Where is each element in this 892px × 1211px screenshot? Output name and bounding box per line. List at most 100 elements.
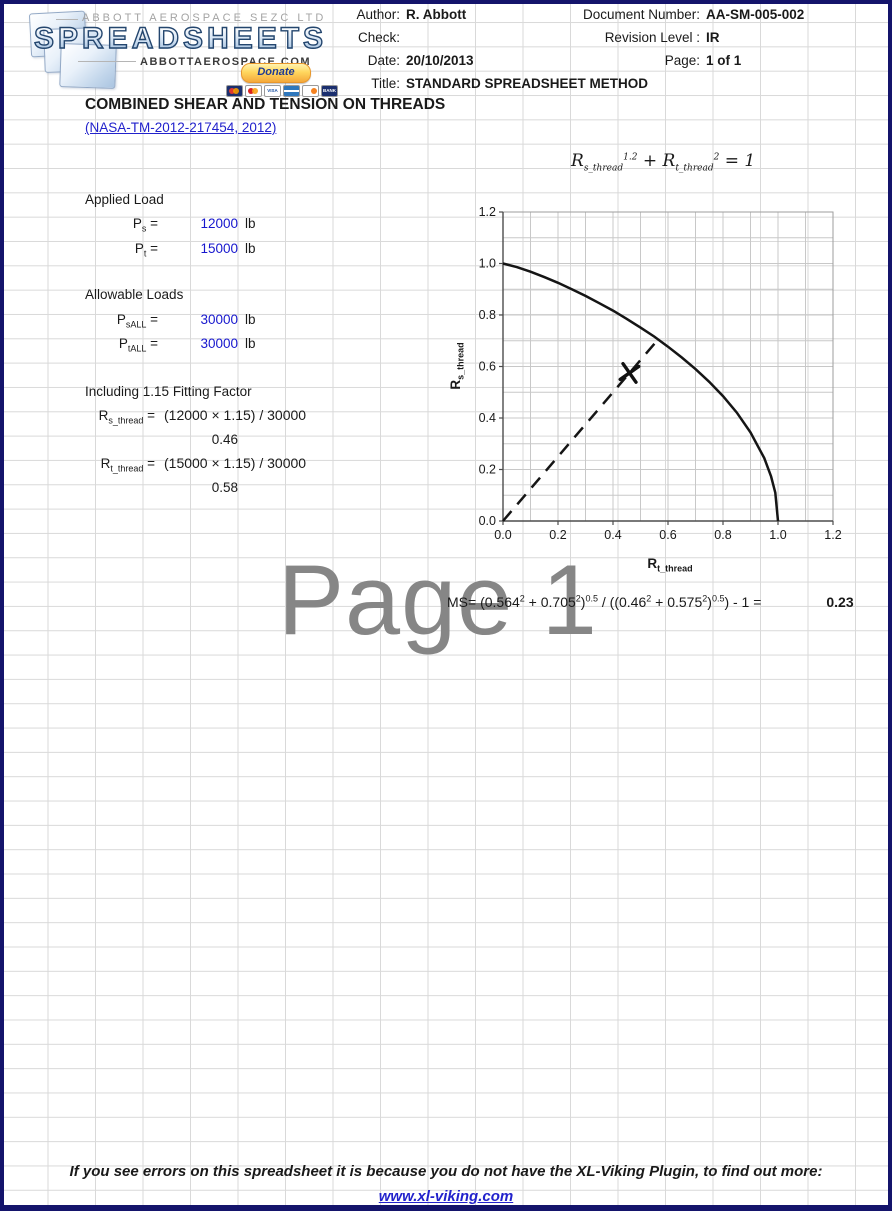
payment-icon-visa: VISA (264, 85, 281, 97)
x-axis-title-base: R (647, 556, 658, 571)
interaction-chart: 0.0 0.2 0.4 0.6 0.8 1.0 1.2 0.0 0.2 0.4 0.6 0.8 1.0 1… (479, 205, 842, 542)
formula-exp2: 2 (713, 152, 720, 163)
revision-level-label: Revision Level : (604, 30, 700, 45)
y-axis-title-base: R (448, 379, 463, 390)
allowable-loads-heading: Allowable Loads (85, 287, 184, 302)
ms-mid: + 0.575 (651, 594, 703, 610)
nasa-reference-link[interactable]: (NASA-TM-2012-217454, 2012) (85, 120, 277, 135)
pt-eq: = (146, 241, 158, 256)
ptall-label: PtALL = (60, 335, 158, 358)
rt-thread-expression: (15000 × 1.15) / 30000 (164, 455, 307, 471)
y-tick-label: 0.8 (479, 308, 496, 322)
pt-value-cell[interactable]: 15000 (200, 241, 238, 256)
payment-icon-mastercard (245, 85, 262, 97)
ms-lead: MS= (0.564 (447, 594, 520, 610)
author-label: Author: (356, 7, 400, 22)
cell-grid (4, 4, 888, 1207)
ms-sup: 2 (519, 593, 525, 604)
worksheet-title: COMBINED SHEAR AND TENSION ON THREADS (85, 96, 446, 113)
y-tick-label: 1.0 (479, 257, 496, 271)
ps-label: Ps = (60, 215, 158, 238)
ps-value-cell[interactable]: 12000 (200, 216, 238, 231)
psall-base: P (116, 312, 126, 327)
applied-load-heading: Applied Load (85, 192, 164, 207)
y-tick-label: 0.0 (479, 514, 496, 528)
x-tick-label: 0.6 (659, 528, 676, 542)
ms-sup: 0.5 (711, 593, 725, 604)
formula-sub1: s_thread (583, 163, 624, 174)
psall-sub: sALL (125, 319, 147, 330)
margin-of-safety-result: 0.23 (826, 594, 854, 610)
logo-rule (56, 19, 78, 20)
y-axis-title: Rs_thread (448, 286, 468, 446)
formula-op: + (637, 151, 663, 171)
formula-eq: = 1 (719, 151, 756, 171)
payment-icons-row: VISA BANK (226, 85, 338, 97)
pt-sub: t (143, 248, 147, 259)
ms-sup: 0.5 (585, 593, 598, 604)
ms-mid: + 0.705 (524, 594, 576, 610)
document-number-value: AA-SM-005-002 (706, 7, 805, 22)
rt-eq: = (143, 456, 155, 471)
formula-r1: R (571, 151, 584, 171)
ms-tail: ) - 1 = (724, 594, 762, 610)
revision-level-value: IR (706, 30, 720, 45)
logo-company-line: ABBOTT AEROSPACE SEZC LTD (82, 12, 327, 24)
rs-thread-result: 0.46 (211, 432, 238, 447)
rs-eq: = (143, 408, 155, 423)
y-tick-label: 0.2 (479, 463, 496, 477)
x-tick-label: 0.2 (549, 528, 566, 542)
date-value: 20/10/2013 (406, 53, 474, 68)
pt-unit: lb (245, 241, 256, 256)
y-axis-title-sub: s_thread (455, 342, 466, 380)
ms-sup: 2 (646, 593, 652, 604)
x-axis-title-sub: t_thread (657, 563, 693, 574)
ms-sup: 2 (702, 593, 708, 604)
title-value: STANDARD SPREADSHEET METHOD (406, 76, 649, 91)
pt-base: P (134, 241, 144, 256)
interaction-curve (502, 262, 780, 522)
rs-base: R (98, 408, 109, 423)
y-tick-label: 1.2 (479, 205, 496, 219)
ptall-value-cell[interactable]: 30000 (200, 336, 238, 351)
date-label: Date: (367, 53, 400, 68)
x-tick-label: 0.8 (714, 528, 731, 542)
page-watermark: Page 1 (278, 544, 598, 655)
x-tick-label: 1.0 (769, 528, 786, 542)
ps-sub: s (141, 223, 147, 234)
pt-label: Pt = (60, 240, 158, 263)
logo-rule (78, 61, 136, 62)
payment-icon-discover (302, 85, 319, 97)
psall-value-cell[interactable]: 30000 (200, 312, 238, 327)
title-label: Title: (371, 76, 400, 91)
xl-viking-notice: If you see errors on this spreadsheet it… (69, 1163, 823, 1180)
margin-of-safety-formula: MS= (0.5642 + 0.7052)0.5 / ((0.462 + 0.5… (447, 594, 761, 610)
ptall-unit: lb (245, 336, 256, 351)
xl-viking-link-row: www.xl-viking.com (0, 1188, 892, 1205)
psall-unit: lb (245, 312, 256, 327)
rs-thread-label: Rs_thread = (50, 407, 155, 430)
ps-unit: lb (245, 216, 256, 231)
xl-viking-link[interactable]: www.xl-viking.com (378, 1188, 514, 1205)
x-tick-label: 0.0 (494, 528, 511, 542)
rt-thread-label: Rt_thread = (50, 455, 155, 478)
logo-brand: SPREADSHEETS (33, 21, 328, 55)
x-tick-label: 0.4 (604, 528, 621, 542)
formula-exp1: 1.2 (623, 152, 638, 163)
payment-icon-amex (283, 85, 300, 97)
ps-base: P (132, 216, 142, 231)
x-axis-title: Rt_thread (580, 556, 760, 574)
design-point (618, 361, 641, 384)
payment-icon-maestro (226, 85, 243, 97)
page-value: 1 of 1 (706, 53, 742, 68)
ms-mid: ) (580, 594, 586, 610)
ms-mid: ) (707, 594, 712, 610)
x-tick-label: 1.2 (824, 528, 841, 542)
donate-button[interactable]: Donate (241, 63, 311, 83)
ptall-base: P (118, 336, 128, 351)
ms-sup: 2 (575, 593, 581, 604)
psall-label: PsALL = (60, 311, 158, 334)
ms-mid: / ((0.46 (597, 594, 647, 610)
rs-sub: s_thread (108, 415, 144, 426)
